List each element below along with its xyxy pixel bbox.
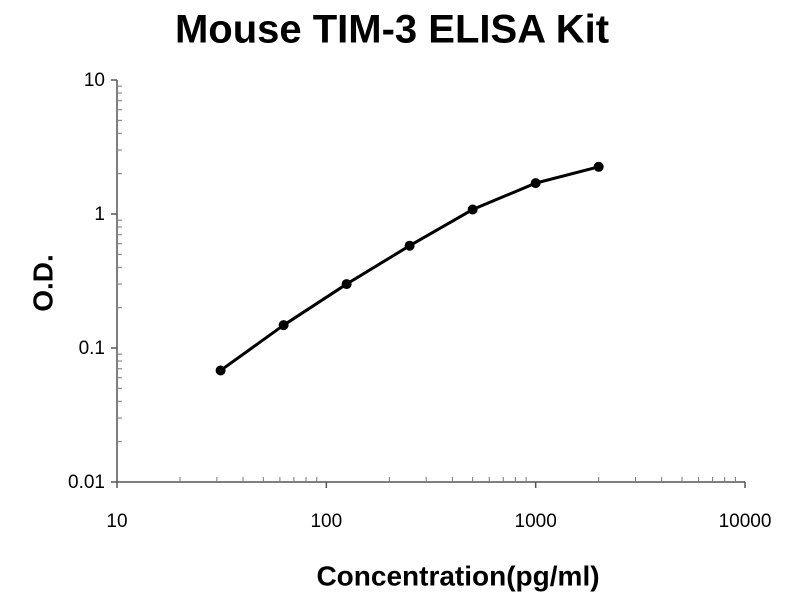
curve bbox=[219, 165, 600, 372]
y-tick-label: 0.1 bbox=[79, 338, 105, 359]
y-tick-label: 10 bbox=[84, 70, 105, 91]
chart-title: Mouse TIM-3 ELISA Kit bbox=[175, 8, 609, 52]
point bbox=[278, 320, 289, 331]
point bbox=[467, 204, 478, 215]
point bbox=[341, 279, 352, 290]
x-tick-label: 10 bbox=[106, 511, 127, 532]
x-tick-label: 1000 bbox=[515, 511, 557, 532]
y-tick-label: 0.01 bbox=[68, 472, 105, 493]
x-tick-label: 100 bbox=[310, 511, 342, 532]
y-tick-label: 1 bbox=[94, 204, 105, 225]
point bbox=[593, 161, 604, 172]
point bbox=[530, 178, 541, 189]
y-axis-label: O.D. bbox=[27, 254, 58, 312]
x-tick-label: 10000 bbox=[719, 511, 772, 532]
point bbox=[404, 240, 415, 251]
point bbox=[215, 365, 226, 376]
x-axis-label: Concentration(pg/ml) bbox=[316, 560, 599, 591]
